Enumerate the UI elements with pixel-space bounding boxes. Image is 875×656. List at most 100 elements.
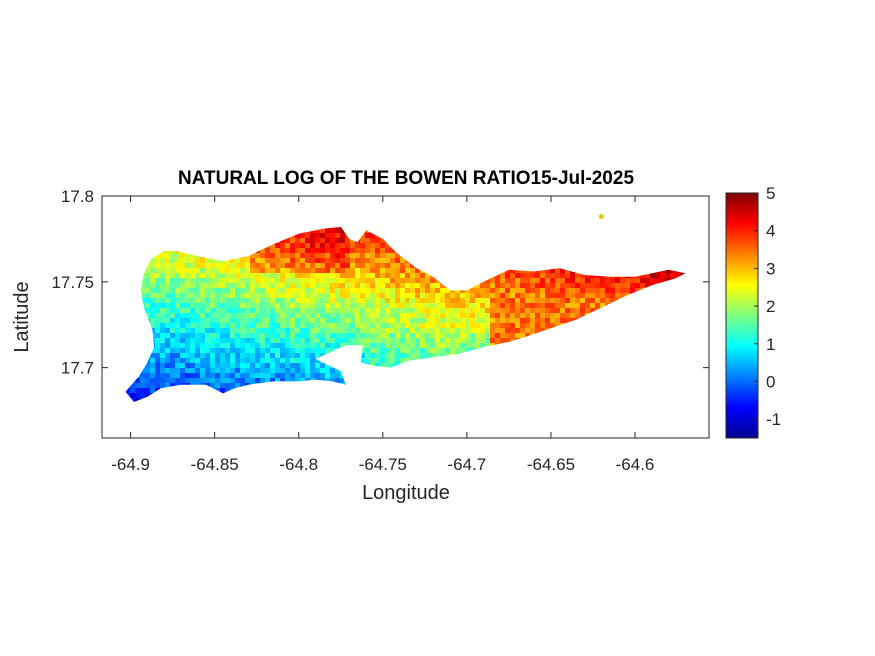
heatmap-cell	[525, 328, 530, 333]
heatmap-cell	[220, 378, 225, 383]
heatmap-cell	[690, 258, 695, 263]
heatmap-cell	[200, 338, 205, 343]
heatmap-cell	[235, 408, 240, 413]
heatmap-cell	[600, 263, 605, 268]
heatmap-cell	[325, 253, 330, 258]
heatmap-cell	[460, 313, 465, 318]
heatmap-cell	[200, 263, 205, 268]
heatmap-cell	[610, 403, 615, 408]
heatmap-cell	[335, 408, 340, 413]
heatmap-cell	[205, 273, 210, 278]
heatmap-cell	[470, 398, 475, 402]
heatmap-cell	[675, 348, 680, 353]
heatmap-cell	[630, 258, 635, 263]
heatmap-cell	[245, 403, 250, 408]
heatmap-cell	[255, 303, 260, 308]
heatmap-cell	[270, 243, 275, 248]
heatmap-cell	[640, 278, 645, 283]
heatmap-cell	[230, 318, 235, 323]
heatmap-cell	[290, 358, 295, 363]
heatmap-cell	[325, 313, 330, 318]
heatmap-cell	[565, 258, 570, 263]
heatmap-cell	[140, 333, 145, 338]
heatmap-cell	[655, 308, 660, 313]
heatmap-cell	[320, 323, 325, 328]
heatmap-cell	[175, 298, 180, 303]
heatmap-cell	[685, 218, 690, 223]
heatmap-cell	[600, 293, 605, 298]
heatmap-cell	[405, 248, 410, 253]
heatmap-cell	[630, 368, 635, 373]
heatmap-cell	[650, 353, 655, 358]
heatmap-cell	[205, 238, 210, 243]
heatmap-cell	[540, 226, 545, 228]
heatmap-cell	[690, 358, 695, 363]
heatmap-cell	[515, 278, 520, 283]
heatmap-cell	[375, 238, 380, 243]
heatmap-cell	[540, 308, 545, 313]
heatmap-cell	[405, 298, 410, 303]
heatmap-cell	[165, 258, 170, 263]
heatmap-cell	[440, 378, 445, 383]
heatmap-cell	[215, 253, 220, 258]
heatmap-cell	[210, 358, 215, 363]
heatmap-cell	[145, 393, 150, 398]
heatmap-cell	[280, 228, 285, 233]
heatmap-cell	[465, 226, 470, 228]
heatmap-cell	[340, 353, 345, 358]
heatmap-cell	[290, 343, 295, 348]
heatmap-cell	[285, 348, 290, 353]
heatmap-cell	[325, 226, 330, 228]
heatmap-cell	[490, 398, 495, 402]
heatmap-cell	[550, 238, 555, 243]
heatmap-cell	[300, 308, 305, 313]
heatmap-cell	[615, 403, 620, 408]
heatmap-cell	[125, 343, 130, 348]
heatmap-cell	[280, 298, 285, 303]
heatmap-cell	[450, 283, 455, 288]
heatmap-cell	[650, 373, 655, 378]
heatmap-cell	[250, 293, 255, 298]
heatmap-cell	[585, 368, 590, 373]
heatmap-cell	[575, 408, 580, 413]
heatmap-cell	[580, 303, 585, 308]
heatmap-cell	[345, 348, 350, 353]
heatmap-cell	[205, 283, 210, 288]
heatmap-cell	[520, 333, 525, 338]
heatmap-cell	[670, 408, 675, 413]
heatmap-cell	[590, 403, 595, 408]
heatmap-cell	[160, 353, 165, 358]
heatmap-cell	[140, 293, 145, 298]
heatmap-cell	[300, 228, 305, 233]
heatmap-cell	[485, 343, 490, 348]
heatmap-cell	[595, 363, 600, 368]
heatmap-cell	[485, 348, 490, 353]
heatmap-cell	[670, 228, 675, 233]
heatmap-cell	[355, 238, 360, 243]
heatmap-cell	[215, 318, 220, 323]
heatmap-cell	[140, 278, 145, 283]
heatmap-cell	[160, 388, 165, 393]
heatmap-cell	[625, 303, 630, 308]
heatmap-cell	[385, 343, 390, 348]
heatmap-cell	[640, 228, 645, 233]
heatmap-cell	[330, 248, 335, 253]
heatmap-cell	[205, 323, 210, 328]
heatmap-cell	[675, 383, 680, 388]
heatmap-cell	[570, 328, 575, 333]
heatmap-cell	[475, 243, 480, 248]
heatmap-cell	[295, 373, 300, 378]
heatmap-cell	[270, 373, 275, 378]
heatmap-cell	[255, 353, 260, 358]
heatmap-cell	[655, 253, 660, 258]
heatmap-cell	[175, 388, 180, 393]
heatmap-cell	[370, 258, 375, 263]
heatmap-cell	[570, 308, 575, 313]
heatmap-cell	[190, 293, 195, 298]
heatmap-cell	[470, 363, 475, 368]
heatmap-cell	[290, 288, 295, 293]
heatmap-cell	[665, 218, 670, 223]
heatmap-cell	[595, 328, 600, 333]
heatmap-cell	[655, 226, 660, 228]
